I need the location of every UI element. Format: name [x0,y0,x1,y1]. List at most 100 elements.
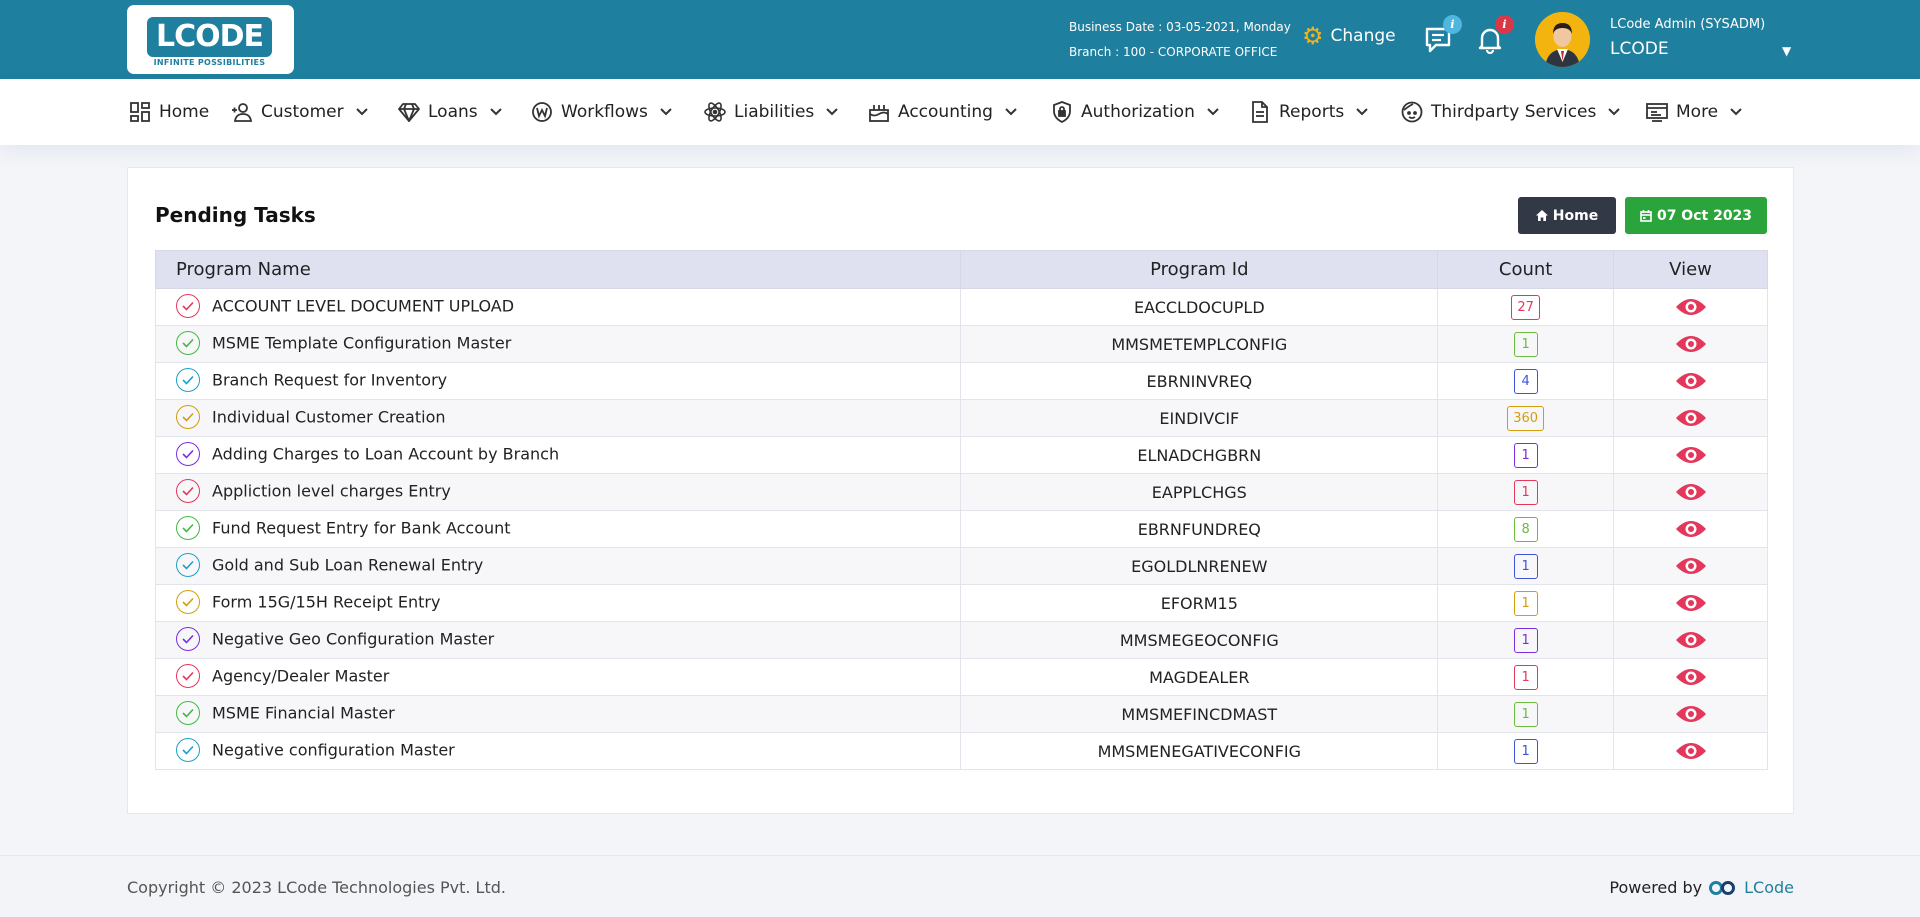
program-name: Negative configuration Master [212,740,455,760]
cell-program-name: Appliction level charges Entry [154,473,962,511]
count-badge: 8 [1513,516,1538,542]
cell-program-name: Negative configuration Master [154,732,962,770]
nav-authorization-label: Authorization [1081,102,1195,122]
count-badge: 1 [1513,627,1538,653]
eye-icon[interactable] [1675,704,1707,724]
powered-by: Powered by LCode [1609,878,1794,897]
table-row[interactable]: Adding Charges to Loan Account by Branch… [154,436,1768,474]
program-name: Individual Customer Creation [212,407,446,427]
cell-count: 1 [1437,584,1615,622]
count-badge: 1 [1513,553,1538,579]
cell-view [1613,621,1768,659]
chevron-down-icon [1730,108,1742,116]
program-name: Agency/Dealer Master [212,666,390,686]
eye-icon[interactable] [1675,297,1707,317]
cell-program-id: MMSMETEMPLCONFIG [960,325,1439,363]
messages-button[interactable]: i [1423,15,1462,55]
cell-count: 1 [1437,436,1615,474]
cell-program-id: MMSMENEGATIVECONFIG [960,732,1439,770]
nav-customer[interactable]: Customer [231,79,368,145]
branch-info: Branch : 100 - CORPORATE OFFICE [1069,45,1278,59]
eye-icon[interactable] [1675,519,1707,539]
column-header-program-name[interactable]: Program Name [154,250,962,289]
table-row[interactable]: Negative configuration Master MMSMENEGATI… [154,732,1768,770]
date-button[interactable]: 07 Oct 2023 [1625,197,1767,234]
chevron-down-icon [355,108,368,116]
nav-authorization[interactable]: Authorization [1051,79,1219,145]
eye-icon[interactable] [1675,482,1707,502]
cell-view [1613,658,1768,696]
logo[interactable]: LCODE INFINITE POSSIBILITIES [127,5,294,74]
table-row[interactable]: Individual Customer Creation EINDIVCIF 360 [154,399,1768,437]
check-circle-icon [176,701,200,725]
nav-reports[interactable]: Reports [1249,79,1368,145]
table-row[interactable]: Appliction level charges Entry EAPPLCHGS 1 [154,473,1768,511]
home-button[interactable]: Home [1518,197,1616,234]
user-menu-caret-icon[interactable]: ▼ [1782,44,1792,58]
eye-icon[interactable] [1675,593,1707,613]
eye-icon[interactable] [1675,371,1707,391]
pending-tasks-card: Pending Tasks Home 07 Oct 2023 Program N… [127,167,1794,814]
chevron-down-icon [1608,108,1621,116]
lcode-logo-icon [1709,880,1736,895]
cell-program-name: Form 15G/15H Receipt Entry [154,584,962,622]
column-header-program-id[interactable]: Program Id [960,250,1439,289]
user-name[interactable]: LCODE [1610,39,1669,59]
table-row[interactable]: Fund Request Entry for Bank Account EBRNF… [154,510,1768,548]
table-row[interactable]: Agency/Dealer Master MAGDEALER 1 [154,658,1768,696]
eye-icon[interactable] [1675,334,1707,354]
notifications-button[interactable]: i [1475,15,1514,55]
count-badge: 1 [1513,590,1538,616]
nav-liabilities[interactable]: Liabilities [704,79,838,145]
eye-icon[interactable] [1675,630,1707,650]
notifications-badge: i [1495,15,1514,34]
cell-program-name: Fund Request Entry for Bank Account [154,510,962,548]
check-circle-icon [176,405,200,429]
user-avatar-icon [1535,12,1590,67]
cell-view [1613,436,1768,474]
avatar[interactable] [1535,12,1590,67]
eye-icon[interactable] [1675,667,1707,687]
eye-icon[interactable] [1675,556,1707,576]
check-circle-icon [176,442,200,466]
table-row[interactable]: Branch Request for Inventory EBRNINVREQ 4 [154,362,1768,400]
page-title: Pending Tasks [155,203,316,227]
table-row[interactable]: MSME Financial Master MMSMEFINCDMAST 1 [154,695,1768,733]
nav-home-label: Home [159,102,210,122]
cell-count: 1 [1437,695,1615,733]
table-row[interactable]: ACCOUNT LEVEL DOCUMENT UPLOAD EACCLDOCUPL… [154,288,1768,326]
nav-customer-label: Customer [261,102,344,122]
eye-icon[interactable] [1675,408,1707,428]
check-circle-icon [176,627,200,651]
calendar-icon [1640,209,1652,222]
nav-loans[interactable]: Loans [398,79,502,145]
cell-view [1613,732,1768,770]
table-row[interactable]: MSME Template Configuration Master MMSMET… [154,325,1768,363]
eye-icon[interactable] [1675,741,1707,761]
nav-workflows[interactable]: Workflows [531,79,672,145]
cell-program-id: ELNADCHGBRN [960,436,1439,474]
change-button[interactable]: ⚙ Change [1302,24,1396,48]
gear-icon: ⚙ [1302,22,1324,50]
footer: Copyright © 2023 LCode Technologies Pvt.… [0,855,1920,917]
cell-view [1613,399,1768,437]
count-badge: 1 [1513,701,1538,727]
eye-icon[interactable] [1675,445,1707,465]
table-row[interactable]: Gold and Sub Loan Renewal Entry EGOLDLNRE… [154,547,1768,585]
nav-thirdparty-services[interactable]: Thirdparty Services [1401,79,1621,145]
cell-count: 1 [1437,473,1615,511]
nav-accounting[interactable]: Accounting [868,79,1017,145]
powered-by-brand[interactable]: LCode [1744,878,1794,897]
nav-workflows-label: Workflows [561,102,648,122]
column-header-count[interactable]: Count [1437,250,1615,289]
count-badge: 1 [1513,664,1538,690]
table-row[interactable]: Negative Geo Configuration Master MMSMEGE… [154,621,1768,659]
nav-home[interactable]: Home [129,79,209,145]
nav-more[interactable]: More [1646,79,1742,145]
logo-tagline: INFINITE POSSIBILITIES [153,58,266,67]
cell-program-name: Branch Request for Inventory [154,362,962,400]
table-row[interactable]: Form 15G/15H Receipt Entry EFORM15 1 [154,584,1768,622]
cell-count: 8 [1437,510,1615,548]
program-name: MSME Financial Master [212,703,395,723]
home-icon [1535,210,1548,221]
